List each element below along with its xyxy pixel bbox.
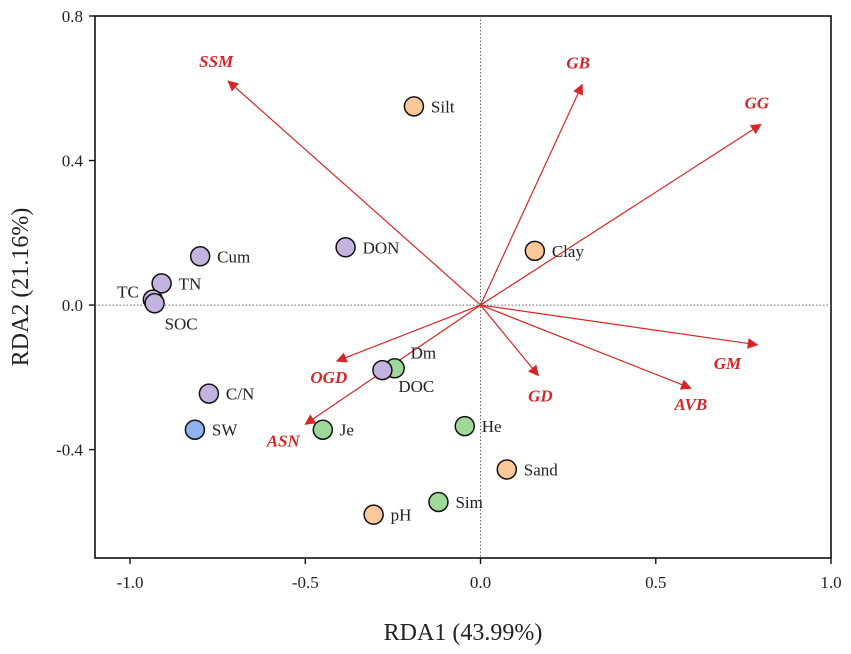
point-clay xyxy=(524,240,546,262)
arrow-label-gg: GG xyxy=(745,93,770,112)
point-label-tn: TN xyxy=(179,274,202,293)
arrow-label-ogd: OGD xyxy=(310,368,347,387)
point-je xyxy=(312,419,334,440)
arrow-label-gb: GB xyxy=(566,54,590,73)
x-tick-label: 1.0 xyxy=(820,573,841,592)
arrow-label-avb: AVB xyxy=(673,395,707,414)
x-tick-label: -0.5 xyxy=(292,573,319,592)
point-label-doc: DOC xyxy=(398,377,434,396)
point-label-he: He xyxy=(482,417,502,436)
arrow-ssm xyxy=(227,80,481,306)
arrow-gm xyxy=(480,304,759,349)
point-label-dm: Dm xyxy=(411,343,437,362)
point-silt xyxy=(403,96,425,117)
point-label-cn: C/N xyxy=(226,385,254,404)
point-label-je: Je xyxy=(340,421,354,440)
point-don xyxy=(335,237,356,258)
arrow-ogd xyxy=(335,304,481,363)
point-tn xyxy=(151,273,172,294)
point-label-cum: Cum xyxy=(217,247,250,266)
x-tick-label: 0.5 xyxy=(645,573,666,592)
point-cn xyxy=(198,383,220,404)
point-label-don: DON xyxy=(363,238,400,257)
point-label-clay: Clay xyxy=(552,242,585,261)
y-tick-label: 0.0 xyxy=(62,296,83,315)
x-tick-label: -1.0 xyxy=(117,573,144,592)
point-sim xyxy=(428,491,449,513)
point-sand xyxy=(496,459,518,480)
point-ph xyxy=(363,504,384,525)
point-label-silt: Silt xyxy=(431,97,455,116)
x-tick-label: 0.0 xyxy=(470,573,491,592)
plot-frame xyxy=(94,15,832,559)
point-cum xyxy=(189,246,211,267)
arrow-label-gd: GD xyxy=(528,387,553,406)
arrow-gb xyxy=(479,83,583,306)
point-label-sim: Sim xyxy=(455,493,482,512)
point-he xyxy=(454,415,476,437)
arrow-gd xyxy=(480,304,540,377)
point-label-sw: SW xyxy=(212,421,238,440)
arrow-gg xyxy=(480,123,762,306)
y-tick-label: 0.4 xyxy=(62,152,84,171)
point-label-sand: Sand xyxy=(524,460,559,479)
point-doc xyxy=(372,359,393,381)
point-label-ph: pH xyxy=(391,506,412,525)
arrow-label-ssm: SSM xyxy=(199,52,234,71)
point-label-soc: SOC xyxy=(165,314,198,333)
arrow-label-asn: ASN xyxy=(266,431,301,450)
arrow-label-gm: GM xyxy=(714,354,742,373)
point-soc xyxy=(144,293,165,314)
x-axis-title: RDA1 (43.99%) xyxy=(384,620,543,646)
point-sw xyxy=(184,419,206,440)
y-tick-label: 0.8 xyxy=(62,7,83,26)
y-tick-label: -0.4 xyxy=(56,441,83,460)
y-axis-title: RDA2 (21.16%) xyxy=(8,208,34,367)
arrow-avb xyxy=(480,304,692,390)
point-label-tc: TC xyxy=(117,283,139,302)
